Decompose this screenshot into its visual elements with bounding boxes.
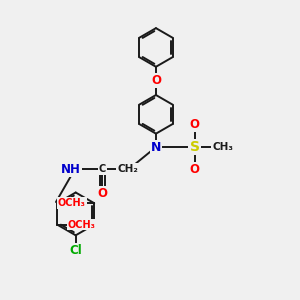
Text: CH₃: CH₃: [212, 142, 233, 152]
Text: O: O: [151, 74, 161, 87]
Text: O: O: [190, 163, 200, 176]
Text: Cl: Cl: [69, 244, 82, 257]
Text: NH: NH: [61, 163, 81, 176]
Text: OCH₃: OCH₃: [58, 198, 86, 208]
Text: S: S: [190, 140, 200, 154]
Text: CH₂: CH₂: [117, 164, 138, 174]
Text: O: O: [98, 187, 107, 200]
Text: N: N: [151, 140, 161, 154]
Text: O: O: [190, 118, 200, 131]
Text: C: C: [99, 164, 106, 174]
Text: OCH₃: OCH₃: [68, 220, 95, 230]
